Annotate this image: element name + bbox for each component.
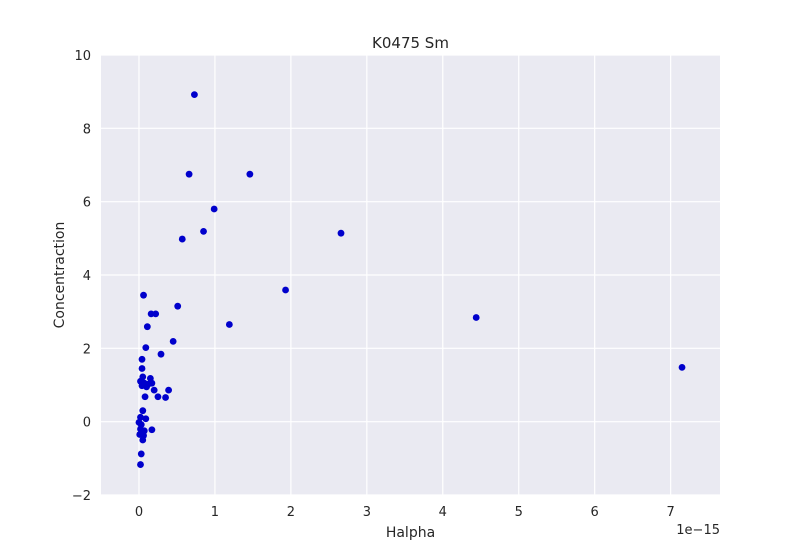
y-tick-label: −2 [72, 489, 91, 504]
data-point [139, 407, 147, 415]
y-gridlines [101, 54, 720, 496]
data-point [337, 229, 345, 237]
x-tick-label: 4 [439, 505, 447, 520]
data-point [157, 350, 165, 358]
data-point [141, 393, 149, 401]
data-points [135, 91, 686, 468]
x-tick-label: 0 [135, 505, 143, 520]
x-tick-label: 5 [515, 505, 523, 520]
data-point [200, 227, 207, 235]
data-point [138, 365, 146, 372]
data-point [472, 314, 480, 321]
x-tick-label: 1 [211, 505, 219, 520]
data-point [225, 321, 233, 328]
data-point [143, 323, 151, 331]
x-axis-offset-label: 1e−15 [676, 523, 720, 538]
y-tick-label: 2 [83, 342, 91, 357]
y-tick-labels: −2 0 2 4 6 8 10 [72, 49, 91, 504]
data-point [152, 310, 160, 318]
data-point [142, 415, 150, 423]
data-point [169, 337, 177, 345]
y-tick-label: 0 [83, 416, 91, 431]
data-point [150, 386, 158, 394]
x-tick-labels: 0 1 2 3 4 5 6 7 [135, 505, 675, 520]
x-tick-label: 6 [591, 505, 599, 520]
chart-title: K0475 Sm [372, 34, 449, 52]
x-tick-label: 7 [666, 505, 674, 520]
data-point [154, 393, 162, 401]
data-point [185, 170, 193, 178]
data-point [140, 291, 147, 299]
data-point [191, 91, 198, 98]
y-tick-label: 4 [83, 269, 91, 284]
data-point [143, 383, 150, 391]
data-point [246, 170, 254, 178]
data-point [174, 302, 182, 310]
data-point [138, 355, 146, 363]
data-point [142, 344, 150, 351]
data-point [148, 426, 156, 434]
data-point [165, 386, 172, 394]
data-point [282, 286, 289, 294]
data-point [210, 205, 218, 213]
y-axis-label: Concentraction [52, 222, 68, 329]
x-tick-label: 3 [363, 505, 371, 520]
x-axis-label: Halpha [386, 525, 435, 541]
data-point [678, 364, 686, 371]
y-tick-label: 6 [83, 196, 91, 211]
data-point [137, 413, 144, 421]
data-point [148, 379, 156, 387]
y-tick-label: 8 [83, 122, 91, 137]
data-point [139, 436, 147, 444]
x-tick-label: 2 [287, 505, 295, 520]
data-point [137, 450, 145, 458]
data-point [137, 461, 144, 468]
data-point [162, 394, 169, 401]
y-tick-label: 10 [74, 49, 91, 64]
data-point [178, 235, 186, 243]
